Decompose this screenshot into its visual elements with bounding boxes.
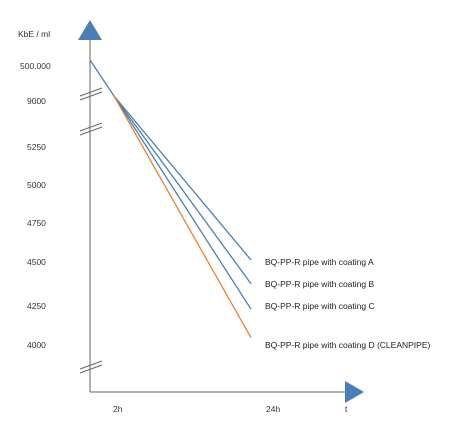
x-tick-label: 24h — [266, 404, 280, 414]
series-label-coating-d: BQ-PP-R pipe with coating D (CLEANPIPE) — [265, 340, 431, 350]
y-tick-label: 4000 — [27, 340, 46, 350]
y-tick-label: 5000 — [27, 180, 46, 190]
x-axis-label: t — [345, 404, 348, 414]
x-tick-label: 2h — [113, 404, 123, 414]
y-tick-label: 5250 — [27, 142, 46, 152]
axis-break-1 — [79, 87, 103, 101]
y-tick-label: 4500 — [27, 257, 46, 267]
y-tick-label: 500.000 — [20, 61, 51, 71]
y-axis-arrow — [78, 20, 102, 40]
y-tick-label: 4250 — [27, 301, 46, 311]
series-line-coating-a — [113, 95, 252, 261]
series-line-coating-b — [113, 95, 252, 285]
series-line-coating-d — [113, 95, 252, 339]
series-label-coating-c: BQ-PP-R pipe with coating C — [265, 301, 375, 311]
axis-break-2 — [79, 122, 103, 136]
series-lead-in-line — [89, 59, 115, 97]
y-tick-label: 9000 — [27, 96, 46, 106]
y-axis-label: KbE / ml — [18, 29, 50, 39]
series-label-coating-a: BQ-PP-R pipe with coating A — [265, 257, 374, 267]
y-tick-label: 4750 — [27, 218, 46, 228]
series-line-coating-c — [113, 95, 252, 310]
x-axis-arrow — [345, 381, 364, 403]
axis-break-3 — [79, 360, 103, 374]
series-label-coating-b: BQ-PP-R pipe with coating B — [265, 279, 374, 289]
